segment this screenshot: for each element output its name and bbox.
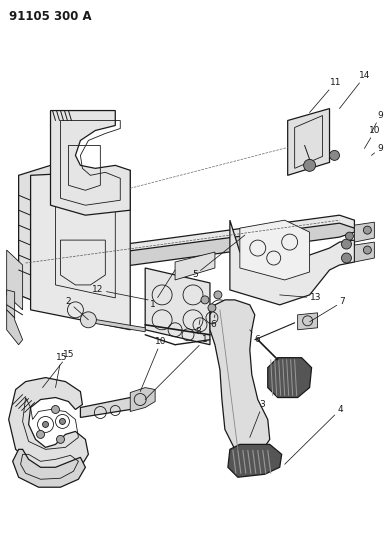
Circle shape [51, 406, 60, 414]
Text: 15: 15 [43, 350, 74, 387]
Text: 9: 9 [371, 144, 383, 156]
Text: 6: 6 [250, 330, 261, 344]
Polygon shape [210, 300, 270, 454]
Text: 10: 10 [140, 337, 167, 392]
Polygon shape [23, 215, 354, 270]
Text: 14: 14 [339, 71, 371, 109]
Circle shape [214, 291, 222, 299]
Circle shape [341, 253, 352, 263]
Polygon shape [31, 171, 130, 330]
Polygon shape [145, 268, 210, 345]
Circle shape [341, 239, 352, 249]
Text: 15: 15 [56, 353, 67, 387]
Polygon shape [9, 377, 88, 471]
Polygon shape [51, 110, 130, 215]
Text: 91105 300 A: 91105 300 A [9, 10, 91, 23]
Circle shape [201, 296, 209, 304]
Polygon shape [288, 109, 330, 175]
Polygon shape [19, 165, 80, 310]
Polygon shape [7, 250, 23, 310]
Circle shape [345, 232, 354, 240]
Text: 1: 1 [150, 270, 175, 309]
Text: 1: 1 [145, 335, 208, 400]
Text: 12: 12 [93, 285, 148, 300]
Polygon shape [230, 220, 354, 305]
Polygon shape [23, 223, 354, 280]
Text: 11: 11 [310, 78, 341, 112]
Circle shape [330, 150, 339, 160]
Polygon shape [228, 445, 282, 477]
Polygon shape [130, 387, 155, 411]
Circle shape [80, 312, 96, 328]
Polygon shape [13, 449, 85, 487]
Polygon shape [85, 318, 145, 332]
Polygon shape [7, 290, 23, 345]
Text: 7: 7 [310, 297, 345, 322]
Text: 8: 8 [195, 320, 201, 336]
Circle shape [215, 305, 225, 315]
Circle shape [56, 435, 64, 443]
Polygon shape [298, 313, 318, 330]
Polygon shape [354, 222, 374, 242]
Text: 13: 13 [280, 293, 321, 302]
Polygon shape [240, 220, 310, 280]
Circle shape [304, 159, 316, 171]
Polygon shape [268, 358, 312, 398]
Text: 3: 3 [250, 400, 265, 438]
Circle shape [208, 304, 216, 312]
Circle shape [363, 246, 371, 254]
Circle shape [36, 431, 45, 438]
Circle shape [363, 226, 371, 234]
Circle shape [43, 422, 49, 427]
Circle shape [60, 418, 65, 424]
Text: 2: 2 [65, 297, 88, 320]
Polygon shape [175, 252, 215, 280]
Text: 5: 5 [192, 235, 245, 279]
Polygon shape [354, 242, 374, 262]
Text: 6: 6 [210, 315, 216, 329]
Text: 10: 10 [365, 126, 381, 148]
Text: 4: 4 [285, 405, 343, 464]
Text: 9: 9 [371, 111, 383, 133]
Polygon shape [80, 394, 145, 417]
